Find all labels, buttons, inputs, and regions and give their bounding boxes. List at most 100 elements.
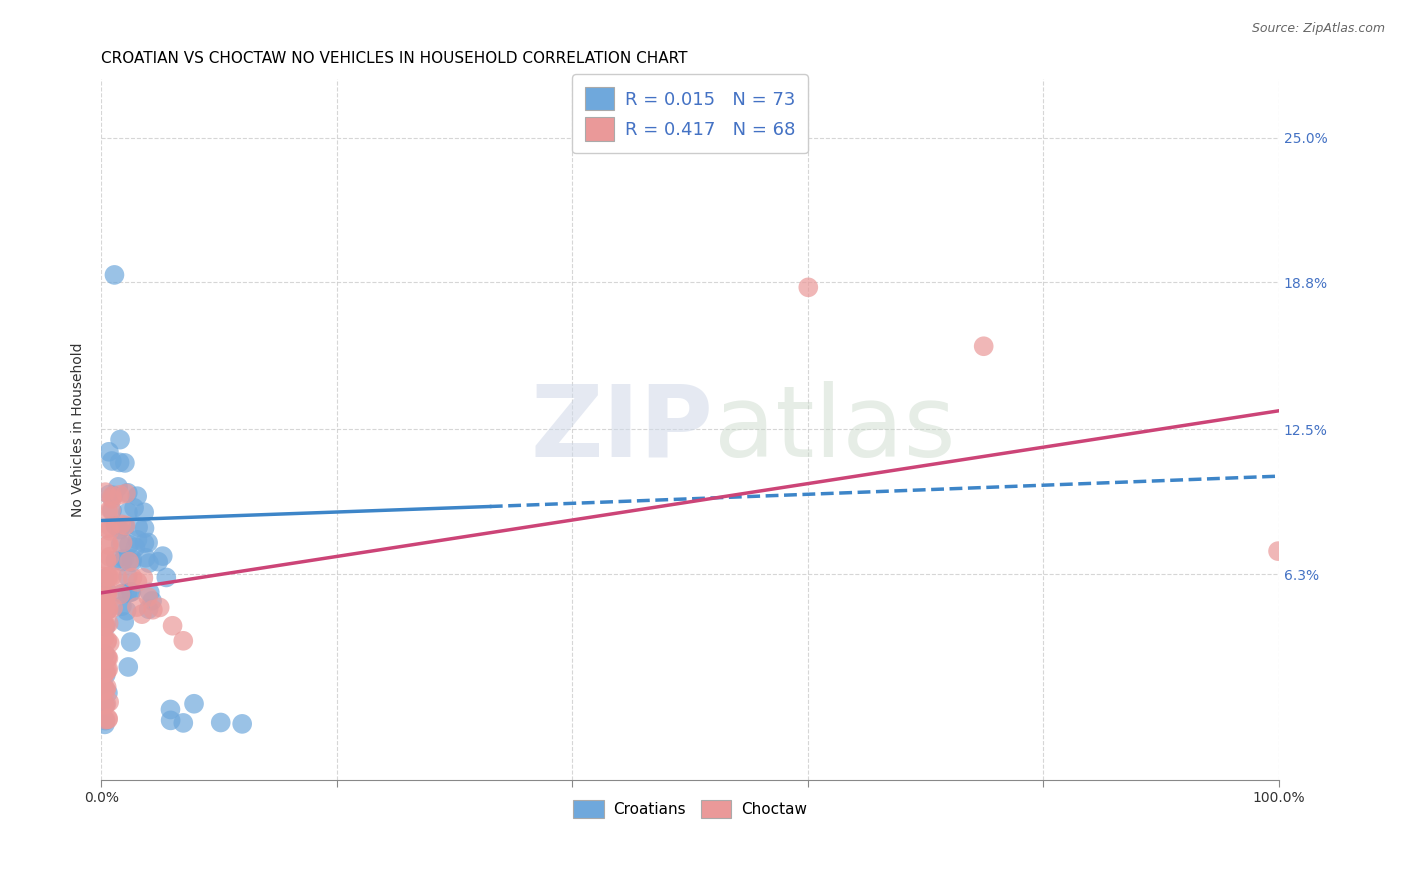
Point (93, 586, 115, 600)
Point (107, 480, 129, 494)
Point (108, 433, 131, 447)
Point (97, 602, 120, 616)
Point (98, 549, 121, 564)
Point (94, 620, 117, 634)
Point (93, 631, 115, 645)
Point (110, 537, 132, 551)
Point (121, 570, 143, 584)
Point (104, 518, 127, 533)
Text: CROATIAN VS CHOCTAW NO VEHICLES IN HOUSEHOLD CORRELATION CHART: CROATIAN VS CHOCTAW NO VEHICLES IN HOUSE… (101, 51, 688, 66)
Point (127, 489, 149, 503)
Point (115, 604, 138, 618)
Point (97, 686, 120, 700)
Point (108, 455, 131, 469)
Point (155, 570, 177, 584)
Point (138, 602, 160, 616)
Point (98, 524, 121, 538)
Point (96, 633, 118, 648)
Point (103, 268, 125, 282)
Point (132, 571, 155, 585)
Point (100, 520, 122, 534)
Point (94, 713, 117, 727)
Point (97, 662, 120, 676)
Point (141, 594, 163, 608)
Point (97, 712, 120, 726)
Point (112, 551, 135, 566)
Point (94, 717, 117, 731)
Point (96, 680, 118, 694)
Point (96, 584, 118, 599)
Point (93, 648, 115, 663)
Point (138, 556, 160, 570)
Point (797, 280, 820, 294)
Point (209, 715, 232, 730)
Point (172, 715, 194, 730)
Point (97, 444, 120, 458)
Point (91, 649, 114, 664)
Point (94, 681, 117, 696)
Point (108, 523, 131, 537)
Point (101, 569, 124, 583)
Point (117, 505, 139, 519)
Point (101, 489, 124, 503)
Point (97, 616, 120, 631)
Legend: Croatians, Choctaw: Croatians, Choctaw (567, 794, 813, 824)
Point (93, 600, 115, 615)
Point (94, 665, 117, 680)
Point (115, 486, 138, 500)
Point (1267, 544, 1289, 558)
Point (148, 555, 170, 569)
Point (96, 697, 118, 711)
Point (97, 602, 120, 616)
Y-axis label: No Vehicles in Household: No Vehicles in Household (72, 343, 86, 516)
Point (107, 571, 129, 585)
Point (96, 588, 118, 602)
Point (97, 712, 120, 726)
Point (159, 702, 181, 716)
Point (100, 503, 122, 517)
Point (149, 600, 172, 615)
Point (111, 555, 134, 569)
Point (121, 552, 143, 566)
Point (139, 585, 162, 599)
Point (93, 618, 115, 632)
Point (162, 619, 184, 633)
Point (127, 533, 149, 547)
Point (96, 603, 118, 617)
Point (104, 554, 127, 568)
Point (120, 585, 142, 599)
Point (94, 599, 117, 614)
Point (96, 650, 118, 665)
Point (122, 500, 145, 515)
Point (136, 535, 159, 549)
Point (94, 618, 117, 632)
Point (91, 696, 114, 710)
Point (120, 635, 142, 649)
Point (112, 615, 135, 629)
Point (108, 488, 131, 502)
Point (96, 663, 118, 677)
Point (101, 491, 124, 506)
Point (91, 569, 114, 583)
Point (98, 570, 121, 584)
Point (93, 616, 115, 631)
Point (120, 585, 142, 599)
Point (117, 569, 139, 583)
Point (94, 587, 117, 601)
Point (110, 588, 132, 602)
Point (97, 521, 120, 535)
Point (124, 540, 146, 554)
Point (93, 572, 115, 586)
Point (136, 590, 159, 604)
Point (97, 504, 120, 518)
Point (127, 574, 149, 589)
Point (96, 554, 118, 568)
Point (94, 602, 117, 616)
Point (96, 651, 118, 665)
Point (103, 488, 125, 502)
Point (134, 536, 156, 550)
Point (134, 505, 156, 519)
Point (96, 552, 118, 566)
Point (101, 600, 124, 615)
Point (183, 697, 205, 711)
